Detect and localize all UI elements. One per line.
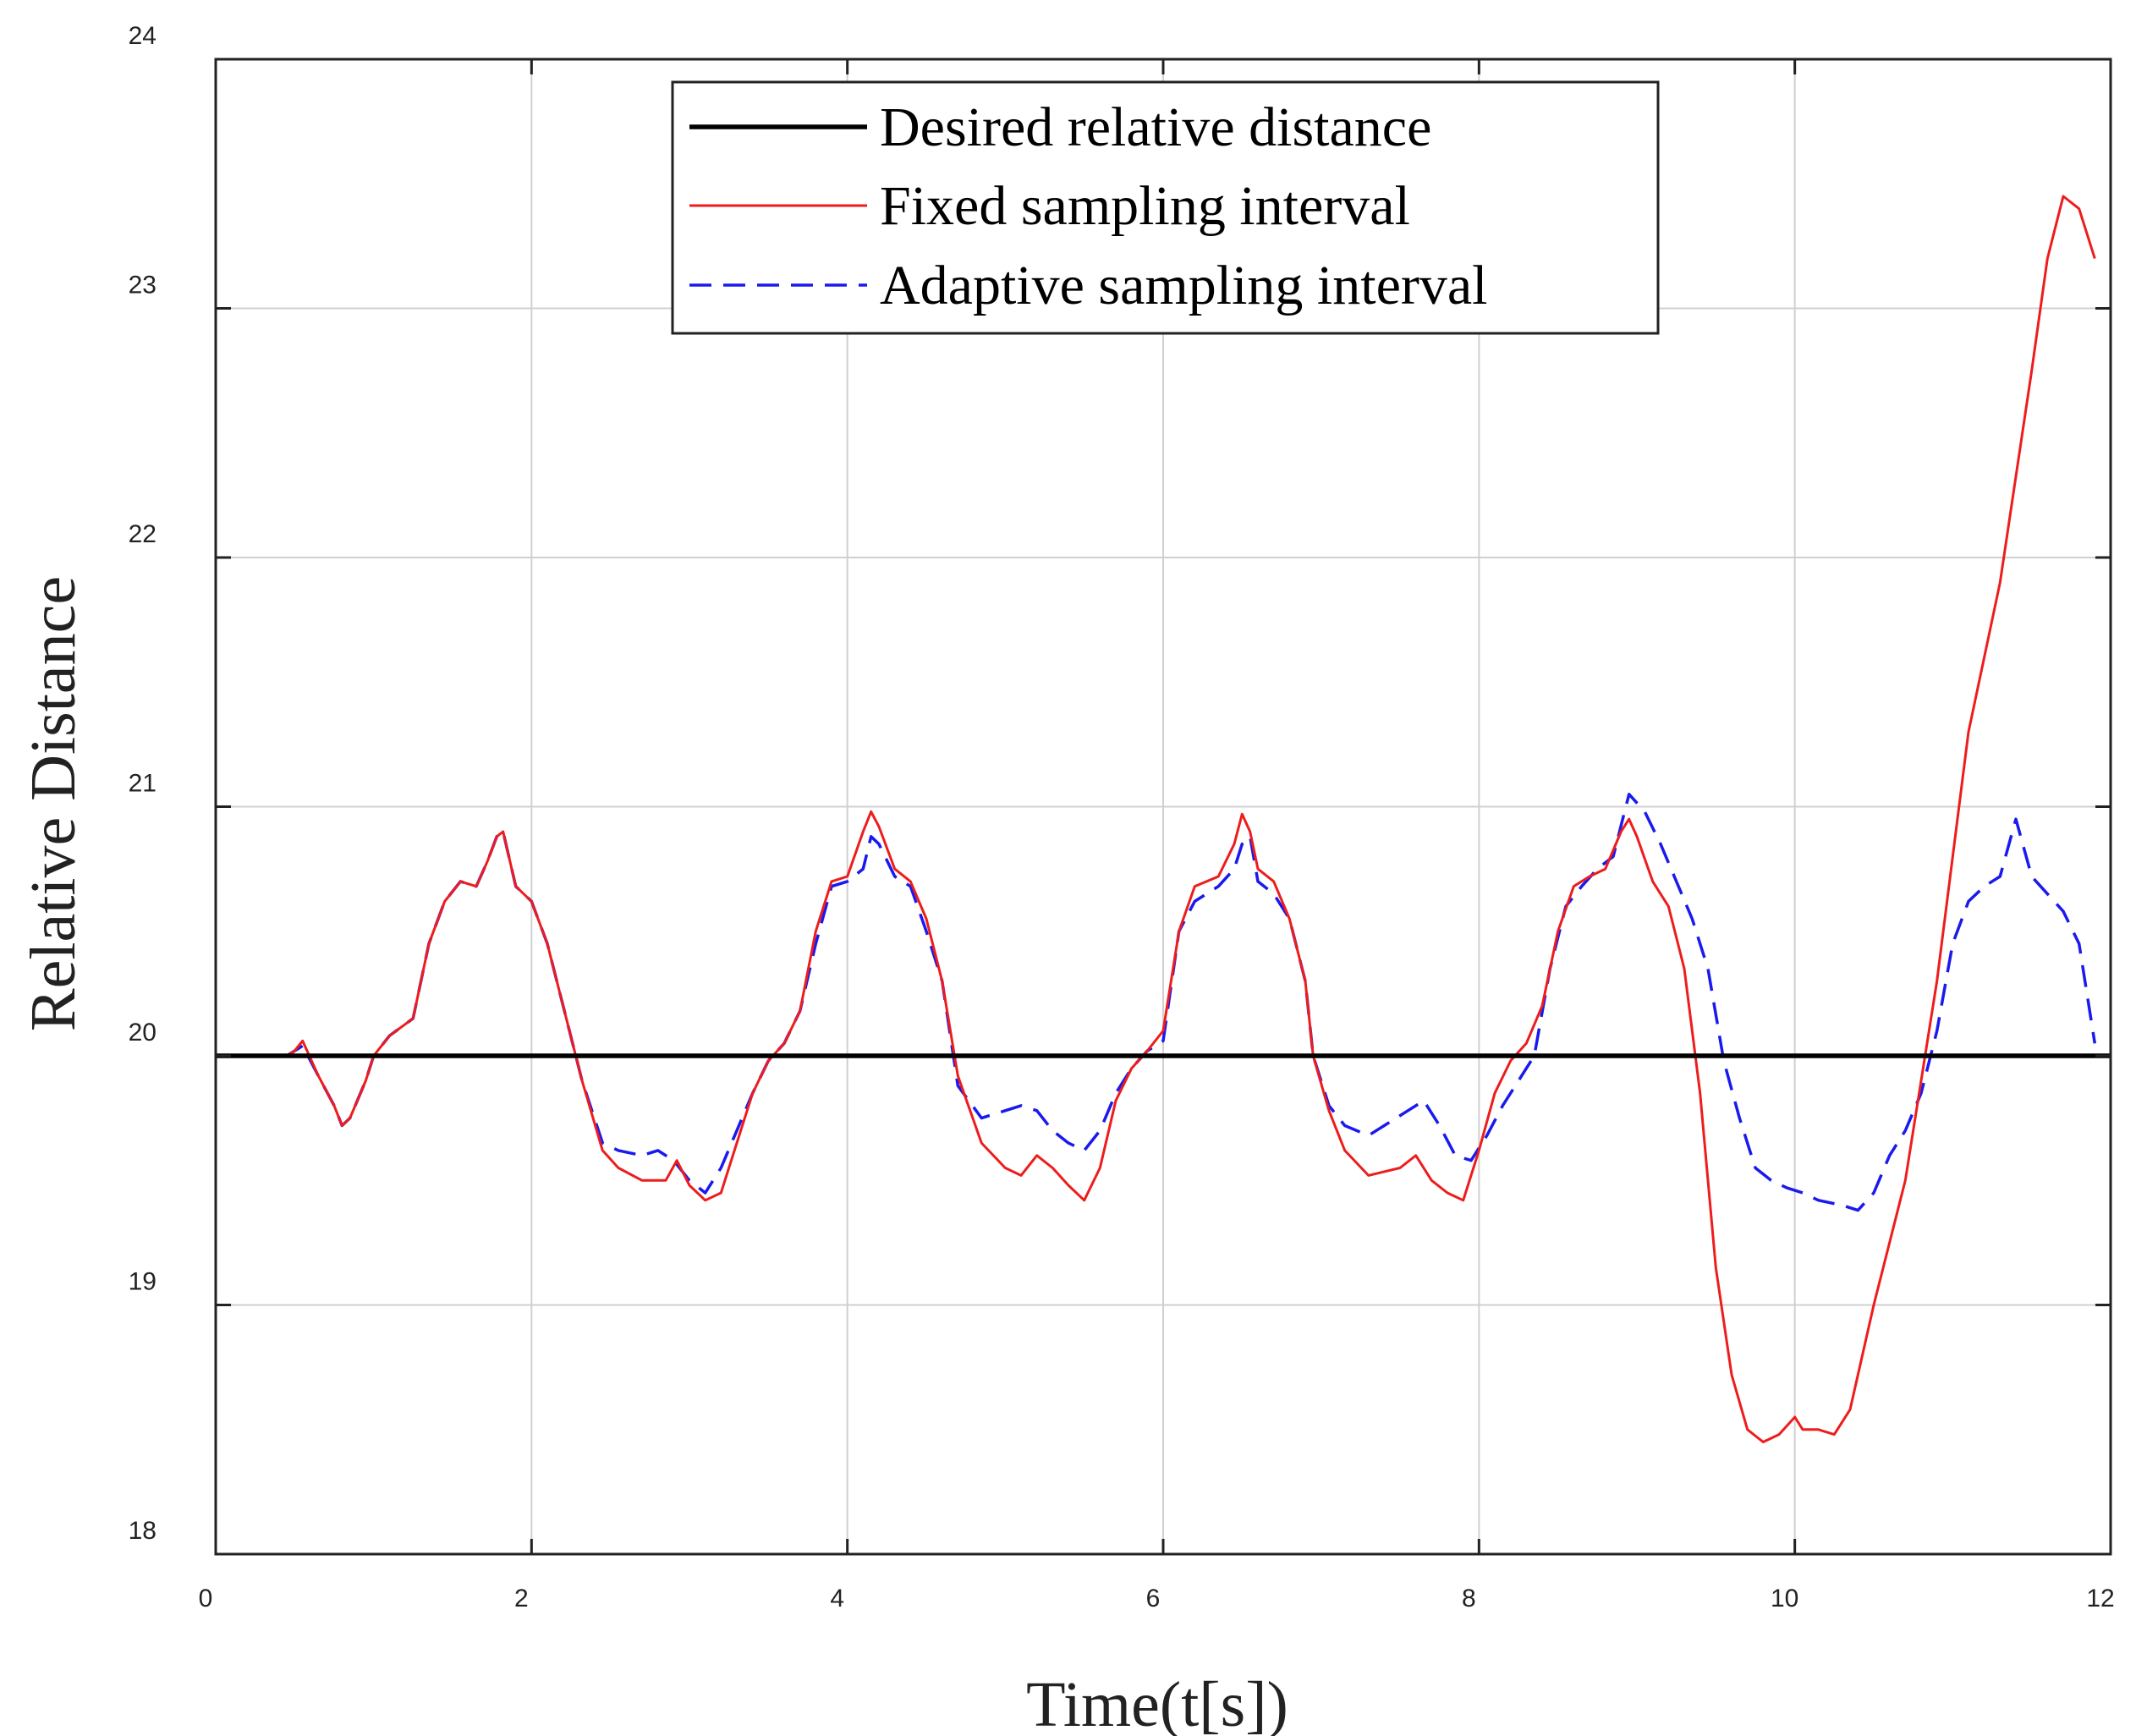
x-tick-label: 6 [1146, 1585, 1161, 1612]
legend-label-adaptive: Adaptive sampling interval [880, 255, 1488, 316]
y-axis-title: Relative Distance [18, 576, 89, 1031]
legend-box [671, 80, 1660, 335]
y-tick-label: 22 [129, 520, 156, 548]
y-tick-label: 20 [129, 1019, 156, 1047]
x-axis-title: Time(t[s]) [1026, 1669, 1288, 1736]
y-tick-label: 19 [129, 1268, 156, 1296]
x-tick-label: 2 [514, 1585, 529, 1612]
legend-label-fixed: Fixed sampling interval [880, 175, 1410, 237]
x-tick-label: 8 [1462, 1585, 1476, 1612]
legend-label-desired: Desired relative distance [880, 96, 1431, 158]
y-tick-label: 24 [129, 22, 156, 50]
y-tick-label: 18 [129, 1517, 156, 1545]
x-tick-label: 10 [1771, 1585, 1798, 1612]
plot-series [216, 195, 2111, 1443]
x-tick-label: 4 [830, 1585, 844, 1612]
x-tick-label: 0 [199, 1585, 213, 1612]
series-fixed-line [216, 195, 2096, 1443]
y-tick-label: 21 [129, 770, 156, 798]
legend: Desired relative distance Fixed sampling… [671, 80, 1660, 335]
y-tick-label: 23 [129, 272, 156, 299]
x-tick-label: 12 [2086, 1585, 2114, 1612]
